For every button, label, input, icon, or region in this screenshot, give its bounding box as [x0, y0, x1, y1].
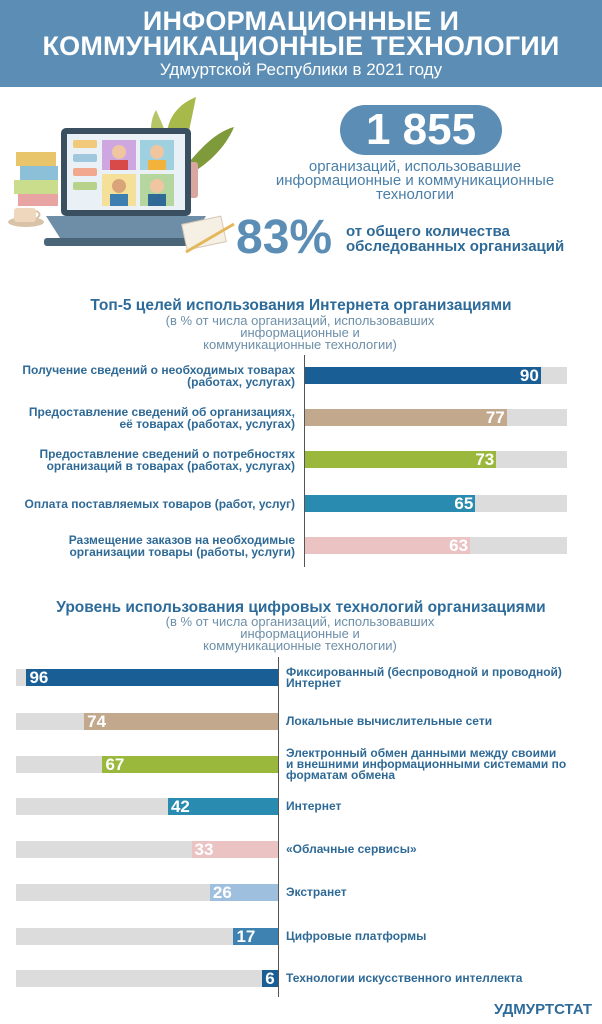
chart2-bar-value: 33	[194, 840, 214, 859]
chart2-bar-value: 42	[170, 797, 190, 816]
chart2-bar	[191, 841, 278, 858]
chart2-bar-value: 17	[236, 927, 256, 946]
organizations-caption-line1: организаций, использовавшие	[308, 158, 522, 175]
chart2-category-line: Технологии искусственного интеллекта	[286, 971, 523, 985]
notepad-pencil-icon	[181, 215, 235, 254]
chart2-bar	[262, 970, 278, 987]
chart2-bar-track	[16, 928, 278, 945]
chart2-category-label: Технологии искусственного интеллекта	[286, 971, 586, 985]
chart2-bar-value: 67	[105, 755, 125, 774]
chart1-subtitle-line1: (в % от числа организаций, использовавши…	[165, 313, 435, 340]
chart2-category-line: и внешними информационными системами по	[286, 757, 567, 771]
chart2-bar-value: 6	[265, 969, 275, 988]
books-stack-icon	[14, 152, 58, 206]
chart2-bar	[26, 669, 278, 686]
chart1-category-line: её товарах (работах, услугах)	[119, 416, 296, 431]
chart1-category-label: Получение сведений о необходимых товарах…	[0, 364, 295, 388]
chart1-category-line: организации товары (работы, услуги)	[69, 544, 295, 559]
chart2-bar	[233, 928, 278, 945]
chart2-subtitle-line1: (в % от числа организаций, использовавши…	[165, 614, 435, 641]
share-percent: 83%	[236, 211, 333, 264]
organizations-caption-line2: информационные и коммуникационные	[275, 172, 555, 189]
chart2-category-line: Интернет	[286, 799, 342, 813]
chart2-category-line: Цифровые платформы	[286, 929, 427, 943]
chart2-category-line: «Облачные сервисы»	[286, 842, 417, 856]
chart1-category-line: Предоставление сведений о потребностях	[39, 446, 295, 461]
chart1-subtitle: (в % от числа организаций, использовавши…	[150, 313, 450, 352]
organizations-caption: организаций, использовавшие информационн…	[255, 158, 575, 203]
chart2-category-label: Цифровые платформы	[286, 929, 586, 943]
chart1-category-line: Размещение заказов на необходимые	[68, 532, 295, 547]
footer-brand: УДМУРТСТАТ	[494, 1001, 592, 1018]
chart2-subtitle-line2: коммуникационные технологии)	[203, 638, 397, 653]
chart2-subtitle: (в % от числа организаций, использовавши…	[150, 614, 450, 653]
page-title-line2: КОММУНИКАЦИОННЫЕ ТЕХНОЛОГИИ	[42, 31, 560, 61]
laptop-video-call-illustration	[8, 97, 235, 254]
header-banner: ИНФОРМАЦИОННЫЕ И КОММУНИКАЦИОННЫЕ ТЕХНОЛ…	[0, 0, 602, 87]
chart1-bar-value: 77	[485, 408, 505, 427]
chart2-category-line: Локальные вычислительные сети	[286, 714, 493, 728]
chart1-bar-value: 73	[475, 450, 495, 469]
chart2-bar	[102, 756, 278, 773]
chart1-bar-value: 63	[449, 536, 469, 555]
chart2-category-label: Интернет	[286, 799, 586, 813]
chart1-title: Топ-5 целей использования Интернета орга…	[90, 297, 512, 314]
organizations-count-badge: 1 855	[340, 105, 502, 155]
chart2-category-line: Фиксированный (беспроводной и проводной)	[286, 664, 562, 679]
share-caption: от общего количества обследованных орган…	[346, 224, 564, 254]
chart2-category-label: Локальные вычислительные сети	[286, 714, 586, 728]
chart2-category-line: Интернет	[286, 675, 342, 690]
chart2-bar-value: 26	[212, 883, 232, 902]
chart2-category-line: Экстранет	[286, 885, 347, 899]
share-caption-line1: от общего количества	[346, 223, 510, 240]
chart2-category-line: Электронный обмен данными между своими	[286, 746, 557, 760]
chart2-bar	[209, 884, 278, 901]
chart2-bar-value: 96	[29, 668, 49, 687]
chart1-axis-line	[304, 355, 305, 567]
chart1-subtitle-line2: коммуникационные технологии)	[203, 337, 397, 352]
page-title-line1: ИНФОРМАЦИОННЫЕ И	[142, 6, 460, 36]
chart1-category-line: Предоставление сведений об организациях,	[28, 404, 295, 419]
chart1-bar-value: 90	[519, 366, 539, 385]
chart2-bar-value: 74	[87, 712, 107, 731]
chart2-category-label: Фиксированный (беспроводной и проводной)…	[286, 664, 586, 690]
coffee-cup-icon	[8, 208, 44, 227]
chart2-bar	[167, 798, 278, 815]
chart2-category-label: Экстранет	[286, 885, 586, 899]
chart1-category-line: организаций в товарах (работах, услугах)	[46, 458, 295, 473]
chart1-category-label: Предоставление сведений о потребностях ор…	[0, 448, 295, 472]
chart1-bar-value: 65	[454, 494, 474, 513]
chart1-category-label: Размещение заказов на необходимые организ…	[0, 534, 295, 558]
chart2-title: Уровень использования цифровых технологи…	[56, 599, 546, 616]
chart1-category-line: (работах, услугах)	[187, 374, 295, 389]
chart1-bar	[305, 451, 497, 468]
chart1-bar	[305, 367, 541, 384]
laptop-icon	[44, 128, 208, 246]
chart1-bar	[305, 537, 471, 554]
chart2-axis-line	[278, 657, 279, 997]
chart1-bar	[305, 495, 476, 512]
chart1-category-line: Оплата поставляемых товаров (работ, услу…	[24, 496, 295, 511]
share-caption-line2: обследованных организаций	[346, 238, 565, 255]
chart2-category-label: «Облачные сервисы»	[286, 842, 586, 856]
chart1-category-label: Оплата поставляемых товаров (работ, услу…	[0, 498, 295, 510]
chart1-category-line: Получение сведений о необходимых товарах	[22, 362, 295, 377]
page-subtitle: Удмуртской Республики в 2021 году	[159, 60, 443, 79]
organizations-caption-line3: технологии	[375, 186, 454, 203]
chart2-bar	[84, 713, 278, 730]
chart2-category-label: Электронный обмен данными между своими и …	[286, 746, 586, 782]
chart1-category-label: Предоставление сведений об организациях,…	[0, 406, 295, 430]
chart2-category-line: форматам обмена	[286, 768, 396, 782]
chart2-bar-track	[16, 970, 278, 987]
chart1-bar	[305, 409, 507, 426]
